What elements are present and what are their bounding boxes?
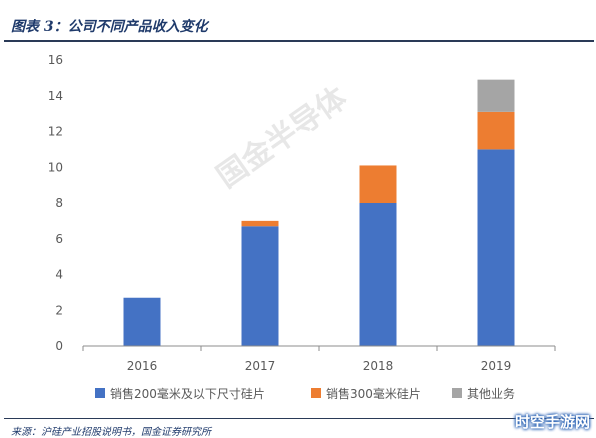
bar-segment	[359, 165, 397, 203]
y-tick-label: 4	[55, 268, 63, 282]
bar-segment	[477, 79, 515, 112]
y-tick-label: 8	[55, 196, 63, 210]
y-tick-label: 10	[48, 160, 63, 174]
bar-segment	[123, 297, 161, 346]
figure-title: 图表 3：公司不同产品收入变化	[11, 19, 208, 35]
legend-swatch	[95, 388, 105, 398]
x-axis: 2016 2017 2018 2019	[82, 346, 556, 373]
legend-swatch	[311, 388, 321, 398]
legend: 销售200毫米及以下尺寸硅片 销售300毫米硅片 其他业务	[95, 386, 515, 401]
legend-label: 销售200毫米及以下尺寸硅片	[110, 386, 265, 401]
y-tick-label: 6	[55, 232, 63, 246]
x-tick-label: 2019	[481, 359, 512, 373]
x-tick-label: 2018	[363, 359, 394, 373]
y-tick-label: 16	[48, 53, 63, 67]
y-tick-label: 12	[48, 125, 63, 139]
y-tick-label: 14	[48, 89, 63, 103]
y-tick-label: 0	[55, 339, 63, 353]
site-badge: 时空手游网	[514, 413, 590, 431]
bar-segment	[477, 149, 515, 346]
title-rule	[4, 40, 594, 42]
x-tick-label: 2016	[127, 359, 158, 373]
bar-segment	[241, 220, 279, 227]
bar-segment	[477, 111, 515, 150]
y-axis: 0 2 4 6 8 10 12 14 16	[48, 53, 63, 353]
legend-label: 其他业务	[467, 386, 515, 401]
x-tick-label: 2017	[245, 359, 276, 373]
bars	[123, 79, 515, 346]
legend-label: 销售300毫米硅片	[326, 386, 421, 401]
source-note: 来源：沪硅产业招股说明书，国金证券研究所	[11, 427, 211, 438]
bar-segment	[359, 203, 397, 346]
source-rule	[4, 418, 594, 419]
legend-swatch	[452, 388, 462, 398]
y-tick-label: 2	[55, 303, 63, 317]
bar-segment	[241, 226, 279, 346]
